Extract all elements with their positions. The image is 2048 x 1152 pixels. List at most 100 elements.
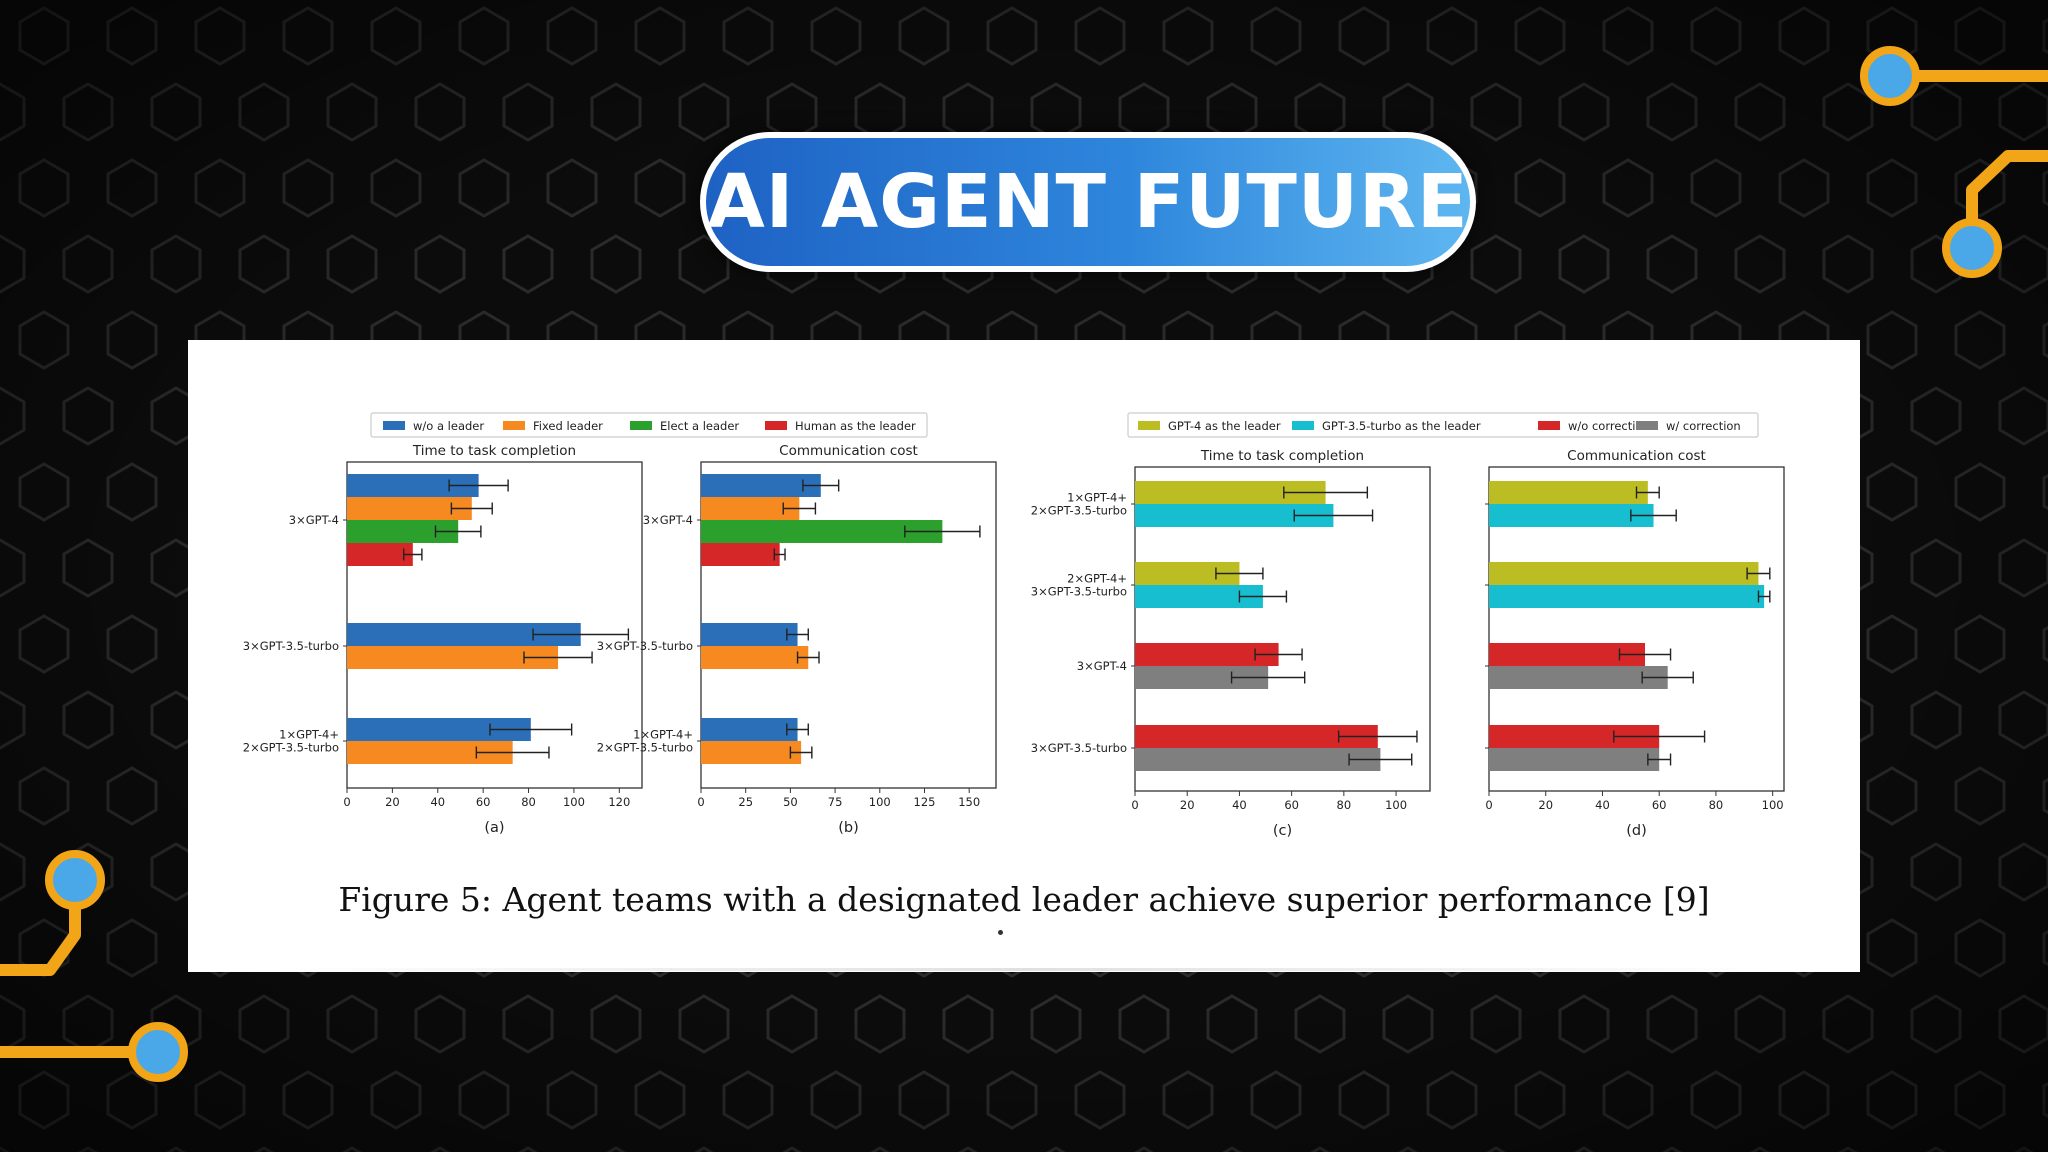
chart-d-g1-s1-bar xyxy=(1489,585,1765,608)
chart-b-g0-s0-bar xyxy=(701,474,821,497)
chart-b-xtick-label-0: 0 xyxy=(697,795,704,809)
left-legend-label-2: Elect a leader xyxy=(660,419,739,433)
chart-d-xtick-label-0: 0 xyxy=(1485,798,1492,812)
chart-d-xtick-label-1: 20 xyxy=(1538,798,1553,812)
right-legend-label-2: w/o correction xyxy=(1568,419,1650,433)
chart-b-xtick-label-4: 100 xyxy=(869,795,891,809)
scan-fade-line xyxy=(268,968,1778,971)
right-legend-swatch-0 xyxy=(1138,421,1160,430)
chart-a-g0-s2-bar xyxy=(347,520,459,543)
chart-a-xtick-label-3: 60 xyxy=(476,795,491,809)
slide-title: AI AGENT FUTURE xyxy=(707,159,1469,245)
chart-a-xtick-label-5: 100 xyxy=(563,795,585,809)
chart-c-category-label-0-1: 2×GPT-3.5-turbo xyxy=(1031,504,1127,518)
figure-charts: w/o a leader Fixed leader Elect a leader Hu… xyxy=(243,412,1785,839)
chart-a-category-label-2-1: 2×GPT-3.5-turbo xyxy=(243,741,339,755)
chart-a-xtick-label-1: 20 xyxy=(385,795,400,809)
chart-b-category-label-0-0: 3×GPT-4 xyxy=(643,513,693,527)
chart-c-g2-s0-bar xyxy=(1135,643,1279,666)
figure-caption: Figure 5: Agent teams with a designated … xyxy=(338,880,1710,919)
left-legend-swatch-1 xyxy=(503,421,525,430)
chart-d-subfigure-label: (d) xyxy=(1626,823,1647,839)
chart-a-g1-s0-bar xyxy=(347,623,581,646)
chart-b-title: Communication cost xyxy=(779,443,918,459)
chart-c-xtick-label-3: 60 xyxy=(1284,798,1299,812)
right-legend-label-0: GPT-4 as the leader xyxy=(1168,419,1281,433)
chart-b-g2-s0-bar xyxy=(701,718,798,741)
right-legend-label-1: GPT-3.5-turbo as the leader xyxy=(1322,419,1481,433)
chart-a-g0-s3-bar xyxy=(347,543,413,566)
right-legend-swatch-3 xyxy=(1636,421,1658,430)
chart-c-g0-s0-bar xyxy=(1135,481,1326,504)
left-legend-swatch-3 xyxy=(765,421,787,430)
chart-b-category-label-2-1: 2×GPT-3.5-turbo xyxy=(597,741,693,755)
left-legend-swatch-2 xyxy=(630,421,652,430)
chart-a-subfigure-label: (a) xyxy=(484,820,504,836)
chart-d-title: Communication cost xyxy=(1567,448,1706,464)
chart-d-g2-s1-bar xyxy=(1489,666,1668,689)
chart-c-xtick-label-4: 80 xyxy=(1337,798,1352,812)
right-legend-swatch-1 xyxy=(1292,421,1314,430)
chart-a-g2-s1-bar xyxy=(347,741,513,764)
chart-a-g0-s0-bar xyxy=(347,474,479,497)
caption-dot xyxy=(998,930,1003,935)
chart-b-category-label-2-0: 1×GPT-4+ xyxy=(633,728,693,742)
chart-b-g0-s2-bar xyxy=(701,520,943,543)
chart-d-xtick-label-2: 40 xyxy=(1595,798,1610,812)
chart-a-xtick-label-0: 0 xyxy=(343,795,350,809)
chart-a-xtick-label-2: 40 xyxy=(430,795,445,809)
right-legend-swatch-2 xyxy=(1538,421,1560,430)
chart-b-subfigure-label: (b) xyxy=(838,820,859,836)
chart-a-g2-s0-bar xyxy=(347,718,531,741)
chart-a-category-label-1-0: 3×GPT-3.5-turbo xyxy=(243,639,339,653)
chart-c-g3-s1-bar xyxy=(1135,748,1381,771)
chart-d-xtick-label-5: 100 xyxy=(1762,798,1784,812)
chart-a-xtick-label-6: 120 xyxy=(608,795,630,809)
chart-b-xtick-label-2: 50 xyxy=(783,795,798,809)
chart-c-category-label-1-1: 3×GPT-3.5-turbo xyxy=(1031,585,1127,599)
chart-b-xtick-label-3: 75 xyxy=(828,795,843,809)
chart-a-category-label-2-0: 1×GPT-4+ xyxy=(279,728,339,742)
chart-a-category-label-0-0: 3×GPT-4 xyxy=(289,513,339,527)
circuit-node-right xyxy=(1942,218,2002,278)
circuit-node-left-mid xyxy=(45,850,105,910)
right-legend-label-3: w/ correction xyxy=(1666,419,1741,433)
chart-d-axes-frame xyxy=(1488,466,1785,792)
chart-c-g1-s0-bar xyxy=(1135,562,1240,585)
chart-c-axes-frame xyxy=(1134,466,1431,792)
chart-d-g3-s1-bar xyxy=(1489,748,1660,771)
left-legend-label-1: Fixed leader xyxy=(533,419,603,433)
chart-c-xtick-label-1: 20 xyxy=(1180,798,1195,812)
chart-c-category-label-3-0: 3×GPT-3.5-turbo xyxy=(1031,741,1127,755)
circuit-node-top-right xyxy=(1860,46,1920,106)
chart-b-xtick-label-5: 125 xyxy=(914,795,936,809)
chart-c-xtick-label-2: 40 xyxy=(1232,798,1247,812)
right-legend-box xyxy=(1127,412,1759,438)
chart-b-g2-s1-bar xyxy=(701,741,802,764)
chart-c-g0-s1-bar xyxy=(1135,504,1334,527)
chart-b-g1-s1-bar xyxy=(701,646,809,669)
chart-d-g3-s0-bar xyxy=(1489,725,1660,748)
chart-a-g0-s1-bar xyxy=(347,497,472,520)
left-legend-swatch-0 xyxy=(383,421,405,430)
chart-a-title: Time to task completion xyxy=(412,443,576,459)
chart-d-xtick-label-4: 80 xyxy=(1709,798,1724,812)
left-legend-label-3: Human as the leader xyxy=(795,419,916,433)
chart-a-g1-s1-bar xyxy=(347,646,559,669)
chart-c-g2-s1-bar xyxy=(1135,666,1269,689)
chart-b-g0-s1-bar xyxy=(701,497,800,520)
chart-a-xtick-label-4: 80 xyxy=(521,795,536,809)
chart-b-xtick-label-6: 150 xyxy=(958,795,980,809)
chart-d-g1-s0-bar xyxy=(1489,562,1759,585)
left-legend-label-0: w/o a leader xyxy=(413,419,484,433)
chart-d-g0-s1-bar xyxy=(1489,504,1654,527)
chart-c-g1-s1-bar xyxy=(1135,585,1263,608)
chart-b-category-label-1-0: 3×GPT-3.5-turbo xyxy=(597,639,693,653)
chart-d-xtick-label-3: 60 xyxy=(1652,798,1667,812)
chart-c-xtick-label-0: 0 xyxy=(1131,798,1138,812)
chart-c-title: Time to task completion xyxy=(1200,448,1364,464)
chart-d-g0-s0-bar xyxy=(1489,481,1648,504)
chart-c-category-label-2-0: 3×GPT-4 xyxy=(1077,659,1127,673)
chart-b-g0-s3-bar xyxy=(701,543,780,566)
title-banner: AI AGENT FUTURE xyxy=(700,132,1476,272)
